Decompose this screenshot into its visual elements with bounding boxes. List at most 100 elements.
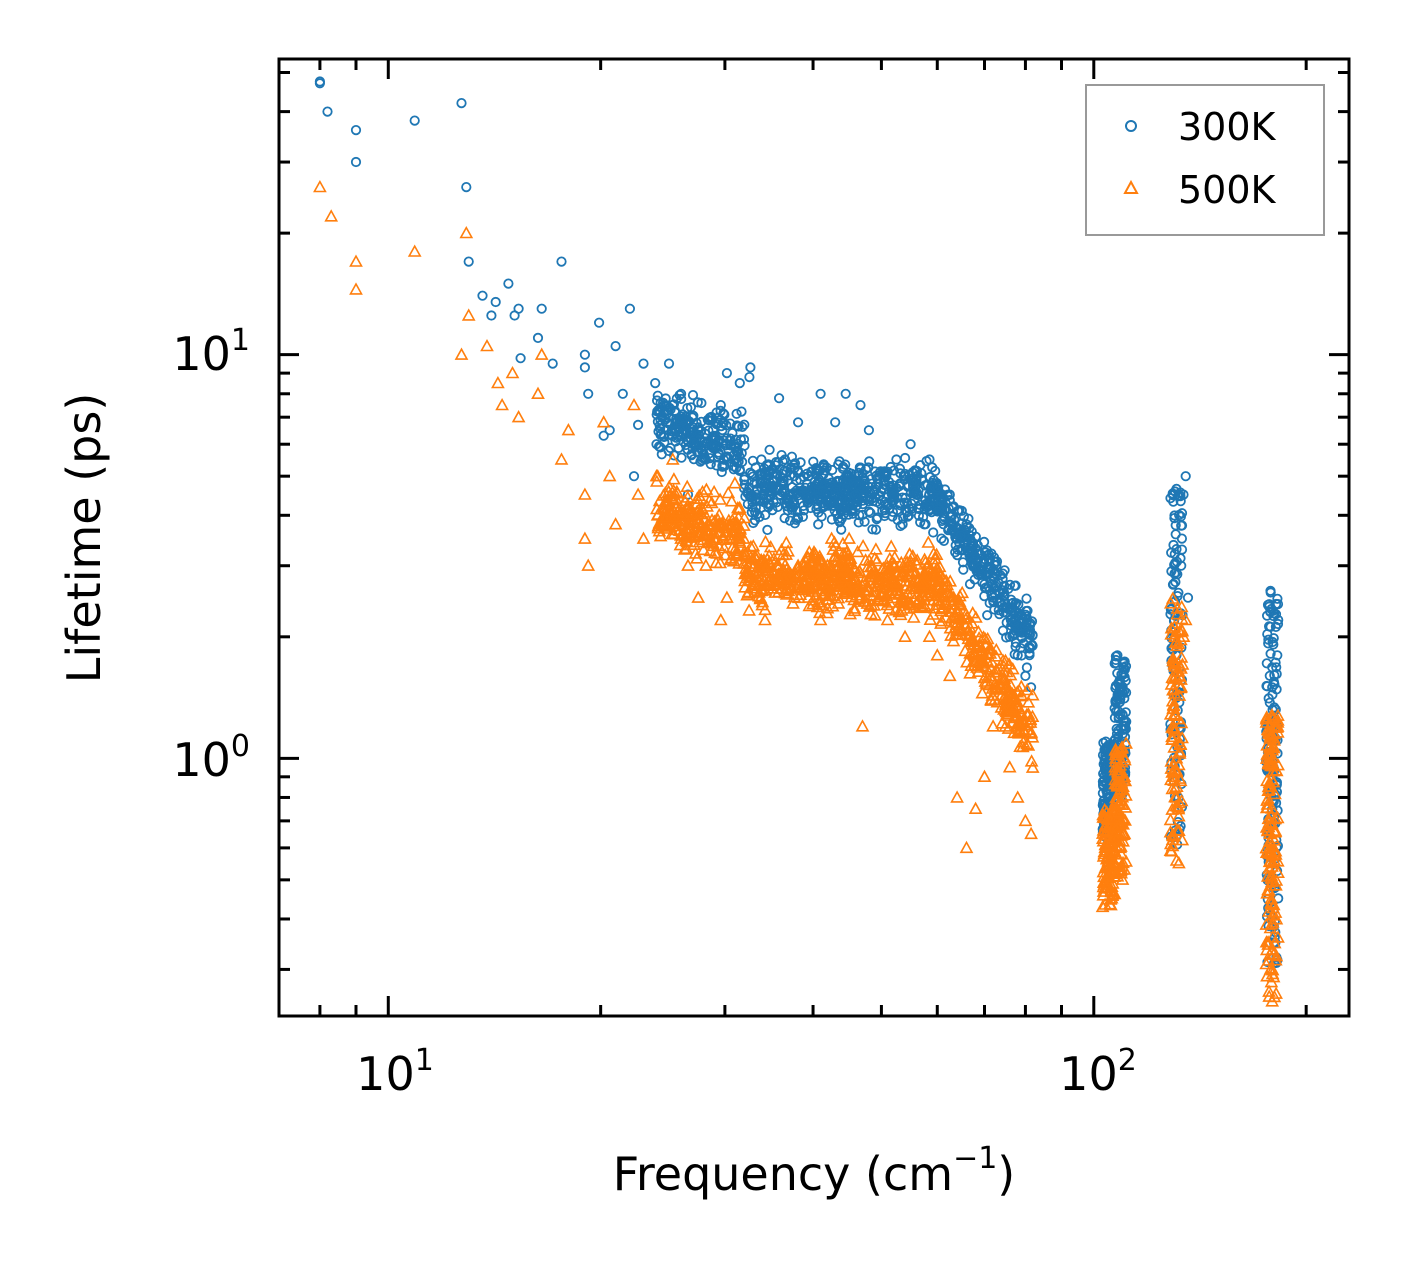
point-500k: [685, 525, 700, 538]
point-500k: [1115, 790, 1130, 803]
point-500k: [1113, 815, 1128, 828]
point-500k: [716, 532, 730, 546]
point-300k: [952, 544, 963, 555]
point-500k: [1020, 736, 1034, 750]
point-500k: [596, 415, 611, 428]
point-300k: [830, 417, 841, 428]
point-300k: [888, 489, 899, 501]
point-300k: [1113, 679, 1124, 690]
point-300k: [919, 504, 930, 515]
point-500k: [851, 577, 866, 591]
point-500k: [1002, 760, 1017, 773]
point-300k: [952, 505, 964, 516]
point-300k: [1009, 580, 1020, 591]
point-300k: [1119, 671, 1130, 683]
point-500k: [1261, 811, 1276, 825]
point-500k: [1118, 800, 1133, 813]
point-500k: [998, 680, 1012, 693]
point-500k: [730, 516, 744, 529]
point-500k: [554, 452, 569, 465]
point-500k: [1103, 892, 1118, 905]
point-500k: [968, 801, 983, 815]
point-500k: [827, 550, 842, 563]
point-300k: [681, 434, 692, 445]
point-500k: [1165, 720, 1179, 733]
point-500k: [767, 551, 781, 565]
legend-marker-500k: [1123, 179, 1139, 194]
point-500k: [1267, 989, 1282, 1003]
point-300k: [1271, 668, 1282, 680]
point-300k: [938, 535, 950, 547]
point-500k: [887, 550, 902, 563]
point-300k: [515, 353, 526, 364]
point-500k: [1172, 624, 1187, 637]
point-300k: [693, 422, 704, 433]
point-500k: [863, 569, 878, 582]
point-300k: [833, 495, 845, 506]
point-500k: [1118, 753, 1132, 766]
point-500k: [977, 670, 992, 684]
point-500k: [799, 560, 814, 573]
point-500k: [961, 623, 976, 637]
point-300k: [1113, 725, 1124, 736]
point-300k: [717, 424, 728, 436]
point-500k: [696, 542, 711, 556]
point-300k: [1170, 520, 1181, 531]
point-500k: [667, 472, 681, 485]
point-500k: [1165, 802, 1180, 815]
point-300k: [638, 358, 649, 369]
point-300k: [821, 462, 832, 473]
point-300k: [676, 452, 687, 463]
point-500k: [694, 507, 708, 520]
point-300k: [812, 501, 823, 512]
point-500k: [1262, 740, 1277, 753]
point-500k: [1111, 766, 1126, 779]
point-300k: [874, 490, 886, 501]
point-300k: [885, 461, 896, 473]
point-500k: [1266, 710, 1281, 724]
point-500k: [1014, 687, 1029, 701]
point-300k: [979, 582, 991, 594]
point-500k: [856, 538, 870, 552]
point-500k: [534, 347, 549, 360]
point-500k: [898, 574, 913, 587]
point-500k: [726, 554, 741, 567]
point-500k: [1107, 855, 1122, 868]
point-300k: [1109, 703, 1120, 714]
point-300k: [1267, 636, 1278, 648]
point-500k: [718, 548, 733, 561]
point-300k: [905, 439, 916, 450]
point-500k: [697, 527, 712, 540]
point-300k: [770, 482, 781, 493]
point-500k: [1178, 612, 1193, 626]
point-300k: [792, 417, 804, 428]
point-300k: [1171, 483, 1182, 494]
point-300k: [1118, 662, 1129, 673]
point-500k: [773, 574, 788, 587]
point-500k: [1264, 917, 1279, 930]
point-500k: [608, 517, 623, 530]
point-500k: [707, 484, 721, 498]
point-500k: [971, 664, 986, 678]
point-500k: [1097, 846, 1112, 860]
point-300k: [827, 464, 838, 476]
point-500k: [491, 375, 505, 389]
point-300k: [908, 474, 919, 485]
point-300k: [986, 589, 998, 601]
point-300k: [898, 513, 909, 524]
point-300k: [658, 431, 669, 442]
point-300k: [703, 425, 714, 436]
point-500k: [833, 571, 848, 584]
point-500k: [1102, 897, 1117, 910]
point-500k: [915, 588, 930, 602]
point-300k: [957, 557, 969, 568]
point-500k: [1263, 834, 1277, 848]
point-300k: [610, 340, 621, 352]
point-500k: [960, 610, 974, 623]
point-500k: [732, 502, 746, 515]
point-300k: [764, 444, 775, 455]
point-500k: [1264, 891, 1279, 905]
point-300k: [839, 501, 850, 512]
point-300k: [733, 421, 744, 432]
y-axis-label: Lifetime (ps): [57, 393, 111, 684]
